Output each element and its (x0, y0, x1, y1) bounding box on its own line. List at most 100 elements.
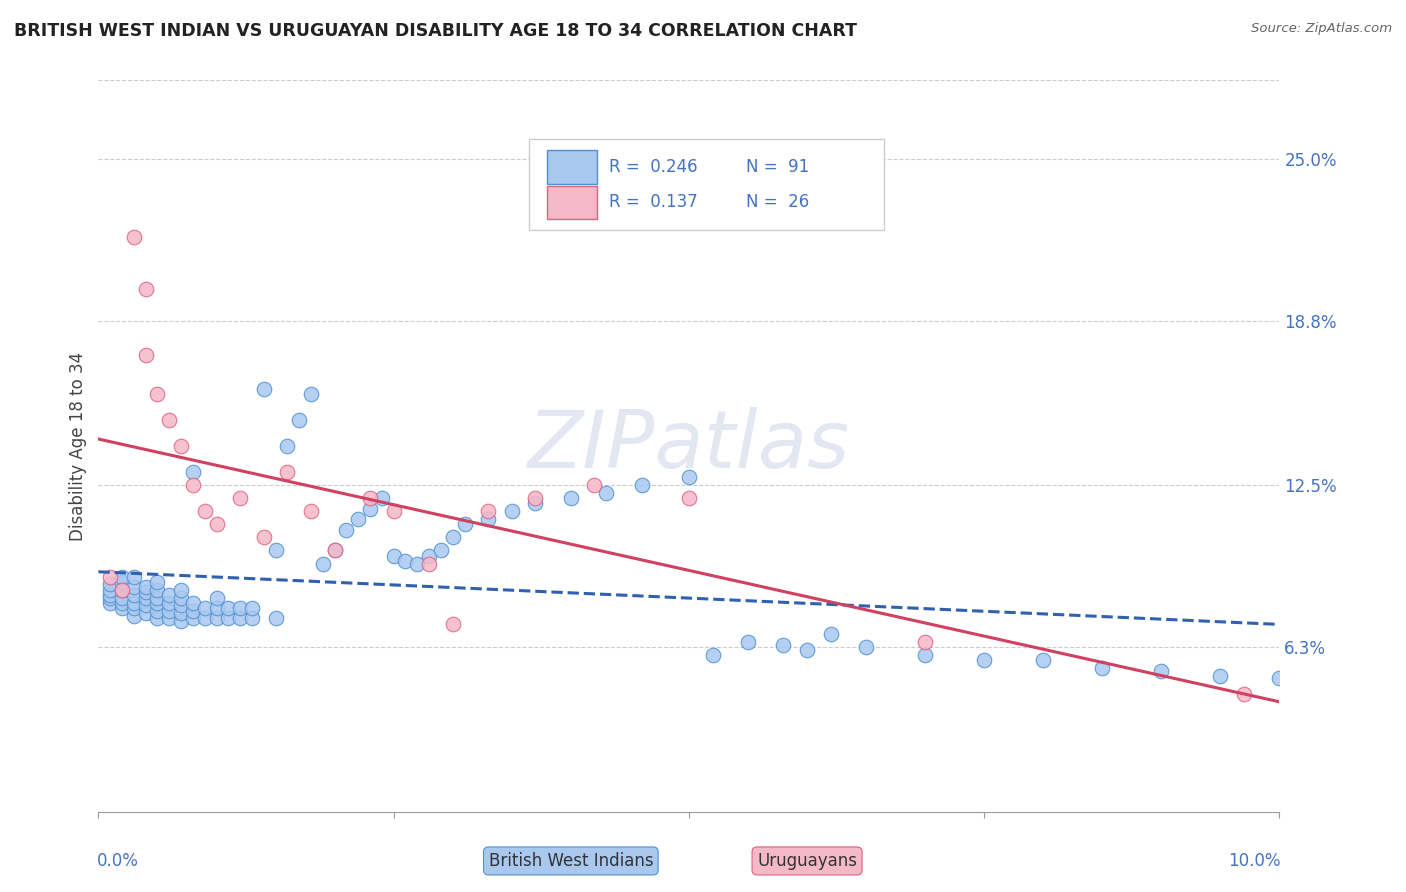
Point (217, 611, 239, 625)
Point (914, 635, 936, 649)
Point (973, 653, 995, 667)
Point (240, 611, 263, 625)
Point (382, 549, 405, 563)
Point (583, 478, 606, 492)
Point (135, 606, 157, 620)
Point (323, 543, 346, 558)
Point (170, 582, 193, 597)
Point (430, 543, 453, 558)
Point (146, 386, 169, 401)
Point (276, 465, 298, 479)
Point (418, 557, 440, 571)
Point (678, 470, 700, 484)
Point (477, 512, 499, 526)
Point (98, 569, 121, 583)
Point (702, 648, 724, 662)
Point (135, 580, 157, 594)
Point (820, 627, 842, 641)
Point (276, 439, 298, 453)
Point (240, 601, 263, 615)
Text: BRITISH WEST INDIAN VS URUGUAYAN DISABILITY AGE 18 TO 34 CORRELATION CHART: BRITISH WEST INDIAN VS URUGUAYAN DISABIL… (14, 22, 858, 40)
Point (359, 501, 381, 516)
Point (170, 606, 193, 620)
Point (111, 569, 134, 583)
Point (678, 491, 700, 506)
Point (157, 413, 180, 427)
Point (181, 465, 204, 479)
Point (418, 549, 440, 563)
Text: Source: ZipAtlas.com: Source: ZipAtlas.com (1251, 22, 1392, 36)
Point (122, 588, 145, 602)
Point (229, 601, 252, 615)
Point (111, 582, 134, 597)
Point (98, 582, 121, 597)
Point (135, 348, 157, 362)
Point (122, 601, 145, 615)
Point (299, 504, 322, 518)
Point (122, 580, 145, 594)
Point (205, 517, 228, 532)
Point (299, 386, 322, 401)
Point (146, 596, 169, 610)
Point (441, 530, 464, 544)
Point (146, 591, 169, 605)
Point (170, 614, 193, 628)
Point (524, 491, 547, 506)
Point (170, 599, 193, 613)
Point (630, 478, 652, 492)
Text: R =  0.137: R = 0.137 (609, 194, 697, 211)
Point (1032, 653, 1054, 667)
Point (229, 491, 252, 506)
Point (914, 648, 936, 662)
Point (772, 638, 794, 652)
Point (111, 582, 134, 597)
FancyBboxPatch shape (547, 151, 596, 184)
Point (323, 543, 346, 558)
Point (737, 635, 759, 649)
Point (560, 491, 582, 506)
Point (170, 439, 193, 453)
Point (135, 599, 157, 613)
Text: British West Indians: British West Indians (488, 852, 654, 870)
Point (453, 517, 475, 532)
FancyBboxPatch shape (547, 186, 596, 219)
Point (501, 504, 523, 518)
Point (477, 504, 499, 518)
Text: Uruguayans: Uruguayans (756, 852, 858, 870)
Point (181, 596, 204, 610)
Text: 10.0%: 10.0% (1229, 852, 1281, 870)
Point (217, 601, 239, 615)
Point (122, 608, 145, 623)
Point (264, 611, 287, 625)
Point (371, 491, 394, 506)
Point (796, 642, 818, 657)
Point (312, 557, 335, 571)
Point (1233, 687, 1256, 701)
Point (98, 577, 121, 591)
Text: ZIPatlas: ZIPatlas (527, 407, 851, 485)
Point (98, 588, 121, 602)
Point (347, 512, 370, 526)
Point (1268, 672, 1291, 686)
Point (146, 582, 169, 597)
Point (181, 478, 204, 492)
Text: R =  0.246: R = 0.246 (609, 158, 697, 176)
Point (157, 596, 180, 610)
Point (205, 611, 228, 625)
Point (111, 591, 134, 605)
Point (524, 496, 547, 510)
Point (146, 574, 169, 589)
Point (194, 504, 217, 518)
Point (181, 604, 204, 618)
Point (135, 585, 157, 599)
Point (146, 611, 169, 625)
FancyBboxPatch shape (530, 139, 884, 230)
Point (595, 486, 617, 500)
Point (382, 504, 405, 518)
Point (111, 574, 134, 589)
Point (229, 611, 252, 625)
Point (288, 413, 311, 427)
Point (359, 491, 381, 506)
Point (253, 382, 276, 396)
Text: 0.0%: 0.0% (97, 852, 139, 870)
